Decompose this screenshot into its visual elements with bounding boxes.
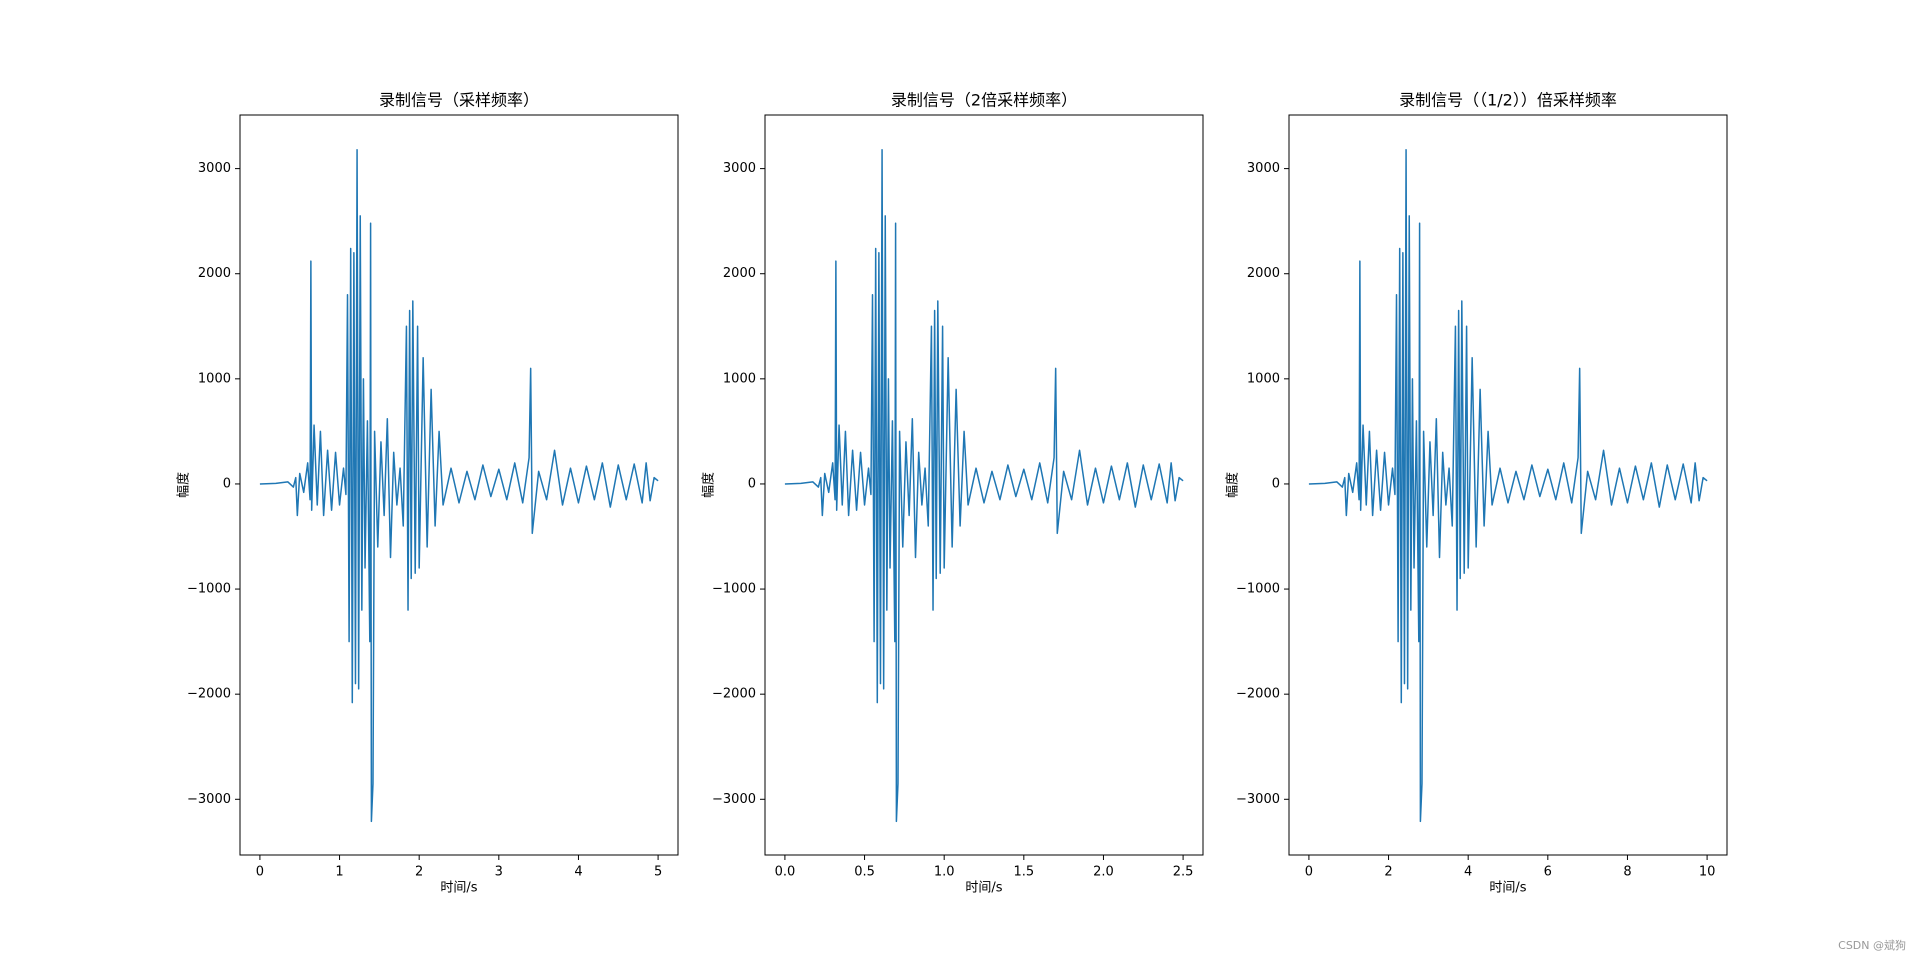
x-tick-label: 3 [495, 865, 503, 880]
y-axis-label: 幅度 [701, 472, 717, 498]
y-tick-label: −3000 [187, 792, 231, 807]
y-tick-label: 3000 [1247, 161, 1280, 176]
x-tick-label: 2.5 [1173, 865, 1194, 880]
watermark: CSDN @斌狗 [1838, 939, 1906, 952]
y-tick-label: 1000 [1247, 371, 1280, 386]
y-axis-label: 幅度 [176, 472, 192, 498]
axes-frame [239, 114, 679, 856]
signal-line [784, 148, 1184, 823]
y-tick-label: −1000 [187, 582, 231, 597]
chart-title: 录制信号（采样频率） [379, 91, 539, 110]
x-axis-label: 时间/s [440, 881, 477, 896]
x-tick-label: 10 [1699, 865, 1716, 880]
chart-title: 录制信号（（1/2））倍采样频率 [1399, 91, 1617, 110]
x-tick-label: 0 [256, 865, 264, 880]
x-tick-label: 2.0 [1093, 865, 1114, 880]
y-tick-label: 2000 [723, 266, 756, 281]
x-tick-label: 8 [1623, 865, 1631, 880]
y-tick-label: 3000 [723, 161, 756, 176]
y-tick-label: 3000 [198, 161, 231, 176]
chart-title: 录制信号（2倍采样频率） [891, 91, 1077, 110]
x-tick-label: 0.0 [775, 865, 796, 880]
x-tick-label: 0.5 [854, 865, 875, 880]
y-tick-label: 1000 [198, 371, 231, 386]
y-tick-label: −3000 [712, 792, 756, 807]
x-tick-label: 2 [415, 865, 423, 880]
x-tick-label: 4 [574, 865, 582, 880]
y-tick-label: −1000 [712, 582, 756, 597]
x-axis-label: 时间/s [1489, 881, 1526, 896]
y-tick-label: −3000 [1236, 792, 1280, 807]
y-tick-label: −2000 [712, 687, 756, 702]
y-tick-label: 2000 [198, 266, 231, 281]
x-tick-label: 0 [1305, 865, 1313, 880]
y-tick-label: 0 [223, 476, 231, 491]
signal-line [259, 148, 659, 823]
axes-frame [1288, 114, 1728, 856]
x-tick-label: 1.5 [1013, 865, 1034, 880]
x-axis-label: 时间/s [965, 881, 1002, 896]
axes-frame [764, 114, 1204, 856]
x-tick-label: 5 [654, 865, 662, 880]
x-tick-label: 1.0 [934, 865, 955, 880]
y-tick-label: 0 [748, 476, 756, 491]
y-tick-label: 0 [1272, 476, 1280, 491]
y-axis-label: 幅度 [1225, 472, 1241, 498]
x-tick-label: 4 [1464, 865, 1472, 880]
signal-line [1308, 148, 1708, 823]
x-tick-label: 6 [1544, 865, 1552, 880]
y-tick-label: −2000 [1236, 687, 1280, 702]
y-tick-label: 1000 [723, 371, 756, 386]
y-tick-label: 2000 [1247, 266, 1280, 281]
x-tick-label: 1 [335, 865, 343, 880]
x-tick-label: 2 [1384, 865, 1392, 880]
y-tick-label: −2000 [187, 687, 231, 702]
y-tick-label: −1000 [1236, 582, 1280, 597]
